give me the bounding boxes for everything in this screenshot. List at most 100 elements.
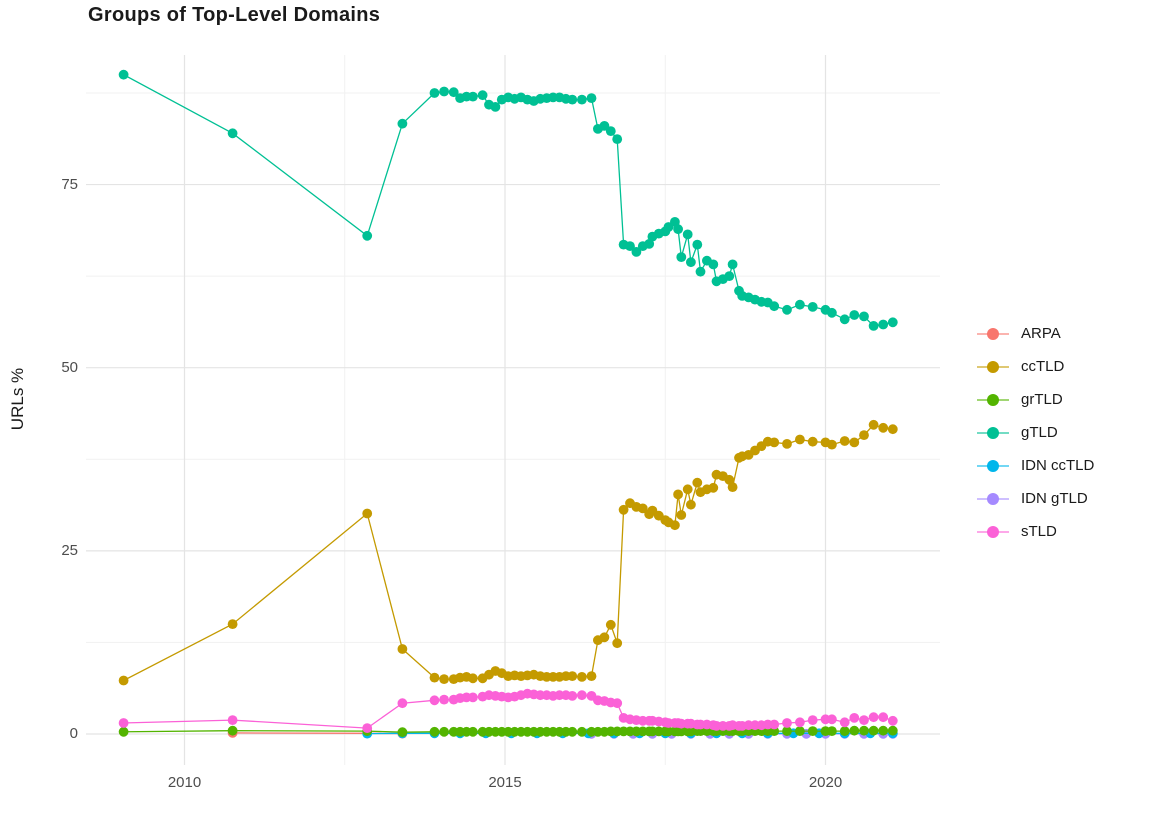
data-point bbox=[859, 311, 869, 322]
data-point bbox=[795, 717, 805, 728]
data-point bbox=[577, 672, 587, 682]
data-point bbox=[868, 321, 879, 331]
data-point bbox=[782, 304, 792, 315]
data-point bbox=[612, 134, 623, 145]
data-point bbox=[439, 86, 449, 97]
legend-label: gTLD bbox=[1021, 424, 1058, 441]
data-point bbox=[227, 619, 238, 629]
data-point bbox=[577, 690, 587, 701]
legend-dot-glyph bbox=[987, 360, 999, 373]
data-point bbox=[708, 482, 719, 493]
legend-key-icon bbox=[977, 492, 1009, 506]
data-point bbox=[782, 718, 792, 728]
data-point bbox=[849, 437, 860, 448]
data-point bbox=[769, 301, 780, 312]
data-point bbox=[859, 725, 869, 736]
data-point bbox=[727, 482, 738, 492]
data-point bbox=[676, 510, 687, 520]
data-point bbox=[878, 319, 889, 330]
legend-item: grTLD bbox=[977, 383, 1094, 416]
x-tick-label: 2015 bbox=[488, 774, 522, 791]
data-point bbox=[682, 229, 693, 240]
data-point bbox=[692, 239, 703, 250]
data-point bbox=[612, 698, 623, 709]
data-point bbox=[769, 437, 780, 448]
data-point bbox=[887, 725, 898, 736]
data-point bbox=[439, 726, 449, 737]
data-point bbox=[577, 94, 587, 105]
legend-key-icon bbox=[977, 360, 1009, 374]
legend-dot-glyph bbox=[987, 393, 999, 406]
data-point bbox=[567, 94, 578, 105]
x-tick-label: 2020 bbox=[808, 774, 843, 791]
data-point bbox=[599, 632, 610, 643]
data-point bbox=[878, 712, 889, 723]
data-point bbox=[708, 259, 719, 270]
legend: ARPA ccTLD grTLD gTLD IDN ccTLD IDN gTLD sTLD bbox=[977, 317, 1094, 548]
data-point bbox=[429, 695, 440, 706]
data-point bbox=[795, 726, 805, 736]
legend-key-icon bbox=[977, 327, 1009, 341]
data-point bbox=[807, 436, 818, 447]
legend-item: ccTLD bbox=[977, 350, 1094, 383]
legend-label: sTLD bbox=[1021, 523, 1057, 540]
data-point bbox=[839, 726, 850, 736]
legend-key-icon bbox=[977, 525, 1009, 539]
legend-key-icon bbox=[977, 459, 1009, 473]
data-point bbox=[676, 252, 687, 262]
data-point bbox=[429, 672, 440, 683]
data-point bbox=[695, 266, 706, 277]
data-point bbox=[769, 719, 780, 730]
data-point bbox=[567, 726, 578, 737]
data-point bbox=[868, 725, 879, 736]
data-point bbox=[827, 307, 837, 318]
data-point bbox=[227, 128, 238, 139]
data-point bbox=[839, 717, 850, 728]
legend-dot-glyph bbox=[987, 426, 999, 439]
legend-label: ARPA bbox=[1021, 325, 1061, 342]
data-point bbox=[827, 439, 837, 450]
legend-dot-glyph bbox=[987, 525, 999, 538]
data-point bbox=[362, 230, 373, 241]
data-point bbox=[686, 499, 696, 510]
legend-label: ccTLD bbox=[1021, 358, 1065, 375]
data-point bbox=[782, 726, 792, 736]
data-point bbox=[605, 619, 616, 630]
data-point bbox=[118, 69, 129, 80]
data-point bbox=[887, 317, 898, 328]
series-stld bbox=[118, 688, 898, 733]
data-point bbox=[439, 674, 449, 684]
data-point bbox=[118, 726, 129, 737]
data-point bbox=[849, 310, 860, 320]
legend-dot-glyph bbox=[987, 459, 999, 472]
legend-key-icon bbox=[977, 426, 1009, 440]
data-point bbox=[118, 718, 129, 728]
data-point bbox=[673, 224, 683, 235]
data-point bbox=[686, 257, 696, 268]
data-point bbox=[397, 727, 408, 738]
data-point bbox=[839, 436, 850, 446]
data-point bbox=[362, 723, 373, 733]
y-tick-label: 50 bbox=[61, 358, 78, 376]
data-point bbox=[618, 504, 629, 515]
data-point bbox=[468, 692, 478, 703]
series-cctld bbox=[118, 419, 898, 686]
x-tick-label: 2010 bbox=[167, 774, 202, 791]
data-point bbox=[782, 439, 792, 449]
data-point bbox=[362, 508, 373, 519]
data-point bbox=[439, 694, 449, 705]
data-point bbox=[827, 726, 837, 736]
data-point bbox=[887, 715, 898, 726]
series-line bbox=[123, 74, 893, 327]
data-point bbox=[227, 725, 238, 736]
data-point bbox=[878, 422, 889, 433]
data-point bbox=[397, 118, 408, 129]
data-point bbox=[859, 430, 869, 440]
data-point bbox=[490, 102, 501, 112]
legend-item: IDN ccTLD bbox=[977, 449, 1094, 482]
data-point bbox=[878, 725, 889, 736]
y-tick-label: 0 bbox=[69, 725, 78, 742]
data-point bbox=[567, 671, 578, 681]
chart-title: Groups of Top-Level Domains bbox=[88, 4, 381, 26]
